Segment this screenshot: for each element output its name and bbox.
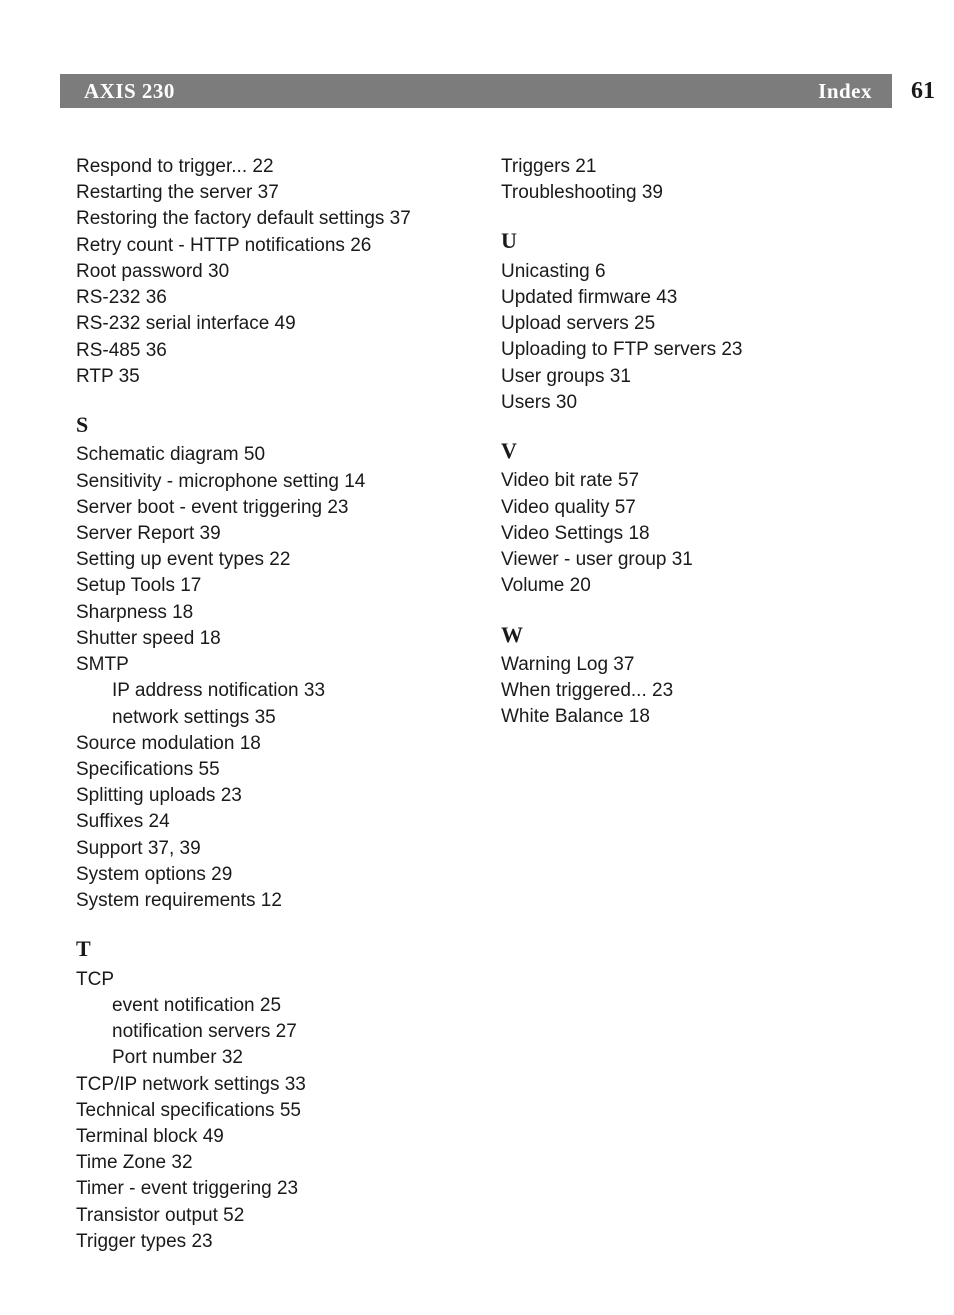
section-letter-s: S — [76, 410, 457, 440]
index-entry: User groups 31 — [501, 364, 882, 390]
index-entry: Volume 20 — [501, 573, 882, 599]
header-spacer — [0, 74, 60, 108]
index-entry: Video quality 57 — [501, 495, 882, 521]
index-entry: White Balance 18 — [501, 704, 882, 730]
index-entry: Sharpness 18 — [76, 600, 457, 626]
index-entry: Specifications 55 — [76, 757, 457, 783]
index-entry: RS-232 36 — [76, 285, 457, 311]
index-entry: Terminal block 49 — [76, 1124, 457, 1150]
index-entry: Technical specifications 55 — [76, 1098, 457, 1124]
index-entry: Time Zone 32 — [76, 1150, 457, 1176]
index-entry: SMTP — [76, 652, 457, 678]
column-right: Triggers 21 Troubleshooting 39 U Unicast… — [501, 154, 882, 1255]
index-entry: Users 30 — [501, 390, 882, 416]
index-entry: TCP — [76, 967, 457, 993]
index-entry: Viewer - user group 31 — [501, 547, 882, 573]
index-entry: Retry count - HTTP notifications 26 — [76, 233, 457, 259]
index-entry: Server boot - event triggering 23 — [76, 495, 457, 521]
index-entry: Restarting the server 37 — [76, 180, 457, 206]
index-entry: Splitting uploads 23 — [76, 783, 457, 809]
index-entry: Schematic diagram 50 — [76, 442, 457, 468]
index-subentry: Port number 32 — [76, 1045, 457, 1071]
index-entry: RTP 35 — [76, 364, 457, 390]
index-entry: Video bit rate 57 — [501, 468, 882, 494]
index-entry: Upload servers 25 — [501, 311, 882, 337]
column-left: Respond to trigger... 22 Restarting the … — [76, 154, 457, 1255]
index-entry: Setup Tools 17 — [76, 573, 457, 599]
index-subentry: notification servers 27 — [76, 1019, 457, 1045]
index-entry: System requirements 12 — [76, 888, 457, 914]
index-entry: Respond to trigger... 22 — [76, 154, 457, 180]
index-entry: System options 29 — [76, 862, 457, 888]
section-letter-v: V — [501, 436, 882, 466]
index-entry: Source modulation 18 — [76, 731, 457, 757]
index-entry: Triggers 21 — [501, 154, 882, 180]
index-entry: Restoring the factory default settings 3… — [76, 206, 457, 232]
index-entry: When triggered... 23 — [501, 678, 882, 704]
page: AXIS 230 Index 61 Respond to trigger... … — [0, 0, 954, 1315]
index-subentry: network settings 35 — [76, 705, 457, 731]
index-entry: Setting up event types 22 — [76, 547, 457, 573]
index-entry: Suffixes 24 — [76, 809, 457, 835]
index-entry: Shutter speed 18 — [76, 626, 457, 652]
index-entry: Uploading to FTP servers 23 — [501, 337, 882, 363]
index-entry: RS-232 serial interface 49 — [76, 311, 457, 337]
header-bar: AXIS 230 Index — [60, 74, 892, 108]
index-entry: Support 37, 39 — [76, 836, 457, 862]
index-entry: Timer - event triggering 23 — [76, 1176, 457, 1202]
index-subentry: event notification 25 — [76, 993, 457, 1019]
index-entry: Root password 30 — [76, 259, 457, 285]
index-entry: Video Settings 18 — [501, 521, 882, 547]
index-subentry: IP address notification 33 — [76, 678, 457, 704]
index-entry: TCP/IP network settings 33 — [76, 1072, 457, 1098]
index-entry: Transistor output 52 — [76, 1203, 457, 1229]
index-entry: Unicasting 6 — [501, 259, 882, 285]
index-entry: Troubleshooting 39 — [501, 180, 882, 206]
index-entry: Sensitivity - microphone setting 14 — [76, 469, 457, 495]
index-entry: Warning Log 37 — [501, 652, 882, 678]
index-entry: RS-485 36 — [76, 338, 457, 364]
section-letter-u: U — [501, 226, 882, 256]
index-entry: Updated firmware 43 — [501, 285, 882, 311]
section-letter-t: T — [76, 934, 457, 964]
header-row: AXIS 230 Index 61 — [0, 74, 954, 108]
page-number: 61 — [892, 74, 954, 108]
product-name: AXIS 230 — [84, 79, 175, 104]
index-entry: Trigger types 23 — [76, 1229, 457, 1255]
section-label: Index — [818, 79, 872, 104]
section-letter-w: W — [501, 620, 882, 650]
index-entry: Server Report 39 — [76, 521, 457, 547]
index-columns: Respond to trigger... 22 Restarting the … — [0, 154, 954, 1255]
